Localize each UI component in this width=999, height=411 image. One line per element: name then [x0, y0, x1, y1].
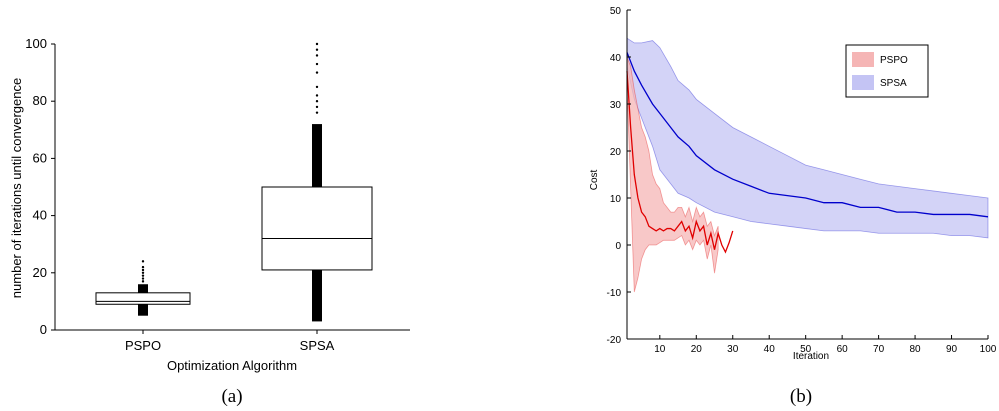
b-x-tick-label: 20	[691, 344, 703, 355]
a-y-tick-label: 20	[33, 265, 47, 280]
b-axes	[626, 9, 989, 340]
a-y-tick-label: 40	[33, 208, 47, 223]
a-x-tick-label: PSPO	[125, 338, 161, 353]
spsa-mean-line	[626, 52, 989, 218]
outlier-point	[141, 268, 145, 272]
a-x-tick-label: SPSA	[300, 338, 335, 353]
b-x-tick-label: 60	[837, 344, 849, 355]
b-y-tick-label: -10	[607, 288, 622, 299]
box	[95, 292, 191, 305]
a-axes	[51, 43, 410, 334]
b-y-tick-label: 30	[610, 100, 622, 111]
b-y-tick-label: -20	[607, 335, 622, 346]
outlier-point	[315, 48, 319, 51]
outlier-point	[315, 71, 319, 74]
a-tick-labels: 0 20 40 60 80 100 PSPO SPSA	[25, 36, 334, 353]
b-x-tick-label: 90	[946, 344, 958, 355]
outlier-point	[315, 111, 319, 114]
outlier-point	[141, 260, 145, 263]
pspo-mean-line	[626, 71, 734, 254]
a-y-tick-label: 100	[25, 36, 47, 51]
outlier-point	[315, 100, 319, 103]
b-x-tick-label: 100	[980, 344, 997, 355]
outlier-point	[315, 62, 319, 66]
b-x-tick-label: 40	[764, 344, 776, 355]
legend-swatch-spsa	[852, 75, 874, 90]
spsa-band	[626, 37, 989, 239]
a-y-tick-label: 60	[33, 150, 47, 165]
b-y-tick-label: 20	[610, 147, 622, 158]
outlier-point	[141, 277, 145, 280]
outlier-point	[315, 54, 319, 57]
outlier-point	[141, 271, 145, 274]
box-plot-chart: 0 20 40 60 80 100 PSPO SPSA Optimization Algori…	[9, 36, 410, 373]
legend-label-pspo: PSPO	[880, 55, 908, 66]
outlier-point	[315, 105, 319, 109]
b-x-tick-label: 50	[800, 344, 812, 355]
b-x-tick-label: 80	[910, 344, 922, 355]
b-bands	[626, 37, 989, 293]
legend-swatch-pspo	[852, 52, 874, 67]
caption-b: (b)	[790, 386, 812, 407]
outlier-point	[315, 42, 319, 46]
a-y-tick-label: 0	[40, 322, 47, 337]
b-y-axis-label: Cost	[589, 169, 600, 190]
a-y-tick-label: 80	[33, 93, 47, 108]
outlier-point	[141, 274, 145, 277]
b-x-axis-label: Iteration	[793, 351, 829, 362]
box	[261, 186, 373, 271]
outlier-point	[141, 280, 145, 283]
pspo-band	[626, 56, 719, 293]
b-x-tick-label: 70	[873, 344, 885, 355]
legend-label-spsa: SPSA	[880, 78, 907, 89]
b-y-tick-label: 40	[610, 53, 622, 64]
b-tick-labels: -20 -10 0 10 20 30 40 50 10 20 30 40 50 60 70 80 90 100	[607, 6, 997, 355]
b-y-tick-label: 50	[610, 6, 622, 17]
b-y-tick-label: 0	[615, 241, 621, 252]
a-x-axis-label: Optimization Algorithm	[167, 358, 297, 373]
outlier-point	[141, 265, 145, 269]
b-lines	[626, 52, 989, 254]
outlier-point	[315, 85, 319, 89]
a-y-axis-label: number of iterations until convergence	[9, 78, 24, 298]
a-boxes	[95, 42, 373, 322]
outlier-point	[315, 94, 319, 97]
b-x-tick-label: 30	[727, 344, 739, 355]
cost-iteration-chart: -20 -10 0 10 20 30 40 50 10 20 30 40 50 60 70 80 90 100 I…	[589, 6, 997, 362]
legend: PSPO SPSA	[845, 44, 929, 98]
b-x-tick-label: 10	[654, 344, 666, 355]
caption-a: (a)	[221, 386, 242, 407]
b-y-tick-label: 10	[610, 194, 622, 205]
